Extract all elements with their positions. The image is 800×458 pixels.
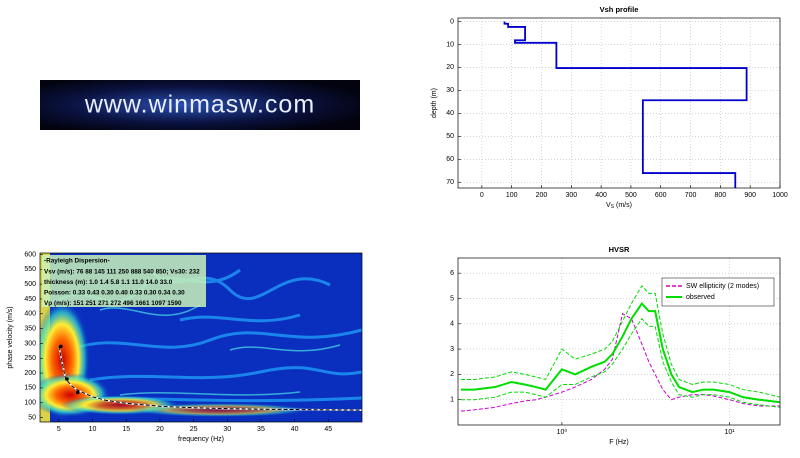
x-axis-label-part: V [606,202,611,209]
x-tick-label: 45 [324,426,332,433]
y-tick-label: 30 [446,87,454,94]
y-tick-label: 450 [24,296,36,303]
y-tick-label: 2 [450,371,454,378]
y-axis-label: depth (m) [431,88,438,118]
x-tick-label: 30 [223,426,231,433]
x-axis-label: F (Hz) [609,439,628,446]
logo: www.winmasw.com [40,80,360,130]
series-line [58,346,362,411]
plot-content [460,284,780,412]
y-axis-label: phase velocity (m/s) [7,306,14,368]
y-tick-label: 400 [24,311,36,318]
chart-title: Vsh profile [600,5,639,14]
x-axis-label-part: S [611,204,615,210]
x-tick-label: 0 [480,192,484,199]
x-axis-label-part: (m/s) [614,202,632,209]
plot-content [58,344,362,411]
logo-background [40,80,360,130]
y-tick-label: 550 [24,266,36,273]
legend-label: SW ellipticity (2 modes) [686,283,759,290]
logo-text: www.winmasw.com [84,91,315,119]
axes-frame [39,252,363,423]
y-tick-label: 350 [24,325,36,332]
plot-content [503,21,748,188]
chart: 5 10 15 20 25 30 35 40 45 50 100 150 200 250 300 350 400… [7,251,363,443]
y-tick-label: 1 [450,397,454,404]
y-tick-label: 200 [24,370,36,377]
x-tick-label: 600 [655,192,667,199]
y-tick-label: 50 [446,133,454,140]
x-tick-label: 10 [89,426,97,433]
y-tick-label: 500 [24,281,36,288]
x-tick-label: 10⁰ [557,428,568,436]
y-tick-label: 5 [450,295,454,302]
chart: 10⁰ 10¹ 1 2 3 4 5 6 HVSR F (Hz) SW ellipticity (2 … [450,245,781,446]
annotation-line: Poisson: 0.33 0.43 0.30 0.40 0.33 0.30 0… [44,290,185,297]
x-tick-label: 5 [57,426,61,433]
series-line [460,317,780,408]
y-tick-label: 600 [24,251,36,258]
annotation-line: Vsv (m/s): 76 88 145 111 250 888 540 850… [44,269,200,276]
y-tick-label: 100 [24,400,36,407]
annotation-box [42,255,206,307]
series-line [503,21,748,188]
x-tick-label: 20 [156,426,164,433]
x-tick-label: 300 [565,192,577,199]
x-tick-label: 1000 [772,192,788,199]
x-tick-label: 40 [291,426,299,433]
x-tick-label: 25 [190,426,198,433]
x-tick-label: 800 [715,192,727,199]
x-tick-label: 200 [536,192,548,199]
y-tick-label: 150 [24,385,36,392]
x-axis-label: VS (m/s) [606,202,632,210]
x-tick-label: 10¹ [724,429,735,436]
y-tick-label: 50 [28,414,36,421]
series-line [460,301,780,404]
x-tick-label: 35 [257,426,265,433]
y-tick-label: 3 [450,346,454,353]
point [59,344,63,349]
y-tick-label: 60 [446,156,454,163]
x-tick-label: 400 [595,192,607,199]
x-tick-label: 15 [122,426,130,433]
y-tick-label: 40 [446,110,454,117]
x-axis-label: frequency (Hz) [178,436,224,443]
x-tick-label: 900 [744,192,756,199]
y-tick-label: 0 [450,18,454,25]
annotation-title: -Rayleigh Dispersion- [44,258,110,265]
annotation-line: thickness (m): 1.0 1.4 5.8 1.1 11.0 14.0… [44,279,173,286]
annotation-line: Vp (m/s): 151 251 271 272 496 1661 1097 … [44,300,182,307]
y-tick-label: 300 [24,340,36,347]
y-tick-label: 250 [24,355,36,362]
point [75,390,80,395]
series-line [460,284,780,398]
legend-box [661,277,775,307]
axes-frame [457,257,781,426]
y-tick-label: 4 [450,321,454,328]
y-tick-label: 70 [446,179,454,186]
legend-label: observed [686,294,715,301]
chart: 0 100 200 300 400 500 600 700 800 900 1000 0 10 20 30 4… [431,5,788,210]
axes-frame [457,17,781,189]
x-tick-label: 700 [685,192,697,199]
series-line [460,312,780,412]
y-tick-label: 6 [450,270,454,277]
y-tick-label: 20 [446,64,454,71]
y-tick-label: 10 [446,41,454,48]
x-tick-label: 500 [625,192,637,199]
point [65,377,69,381]
chart-title: HVSR [609,245,630,254]
plot-area [458,18,780,188]
x-tick-label: 100 [506,192,518,199]
